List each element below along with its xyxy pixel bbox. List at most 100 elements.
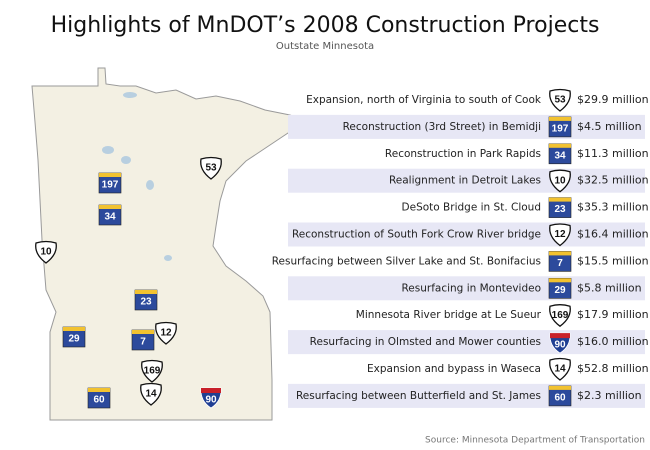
row-band <box>288 383 645 408</box>
row-band <box>288 276 645 301</box>
shield-label: 197 <box>102 180 119 191</box>
lake <box>123 92 137 98</box>
project-description: Resurfacing between Butterfield and St. … <box>296 390 541 402</box>
route-shield: 7 <box>548 251 572 272</box>
map <box>31 67 308 421</box>
project-description: DeSoto Bridge in St. Cloud <box>402 202 541 214</box>
route-shield: 197 <box>548 116 572 138</box>
row-band <box>288 330 645 355</box>
shield-body <box>155 321 177 345</box>
route-shield: 169 <box>549 304 571 328</box>
source: Source: Minnesota Department of Transpor… <box>425 436 645 446</box>
lake <box>164 255 172 261</box>
route-shield: 53 <box>549 88 571 112</box>
project-cost: $52.8 million <box>577 362 649 375</box>
project-description: Reconstruction (3rd Street) in Bemidji <box>343 121 541 133</box>
shield-body <box>35 240 57 264</box>
project-cost: $15.5 million <box>577 254 649 267</box>
project-cost: $17.9 million <box>577 308 649 321</box>
shield-label: 90 <box>554 340 566 351</box>
shield-top <box>549 143 571 148</box>
project-cost: $16.4 million <box>577 228 649 241</box>
shield-top <box>99 205 121 209</box>
route-shield: 10 <box>549 169 571 193</box>
route-shield: 60 <box>548 385 572 407</box>
route-shield: 23 <box>548 197 572 218</box>
shield-top <box>549 116 571 121</box>
project-description: Resurfacing between Silver Lake and St. … <box>272 255 541 267</box>
route-shield: 12 <box>155 321 177 345</box>
project-description: Reconstruction of South Fork Crow River … <box>292 229 541 241</box>
shield-label: 29 <box>68 334 80 345</box>
shield-body <box>140 382 162 406</box>
project-cost: $11.3 million <box>577 147 649 160</box>
shield-top <box>63 327 85 331</box>
shield-label: 169 <box>552 310 569 321</box>
row-band <box>288 168 645 193</box>
shield-body <box>549 357 571 381</box>
shield-body <box>200 156 222 180</box>
route-shield: 90 <box>200 387 222 409</box>
lake <box>102 146 114 154</box>
project-cost: $16.0 million <box>577 335 649 348</box>
shield-top <box>549 278 571 283</box>
shield-top <box>99 173 121 177</box>
shield-top <box>549 251 571 256</box>
shield-label: 90 <box>205 395 217 406</box>
route-shield: 34 <box>98 204 122 226</box>
route-shield: 14 <box>140 382 162 406</box>
route-shield: 60 <box>87 387 111 409</box>
shield-body <box>549 304 571 328</box>
shield-label: 169 <box>144 366 161 377</box>
shield-label: 12 <box>160 328 172 339</box>
shield-label: 197 <box>552 124 569 135</box>
shield-label: 12 <box>554 229 566 240</box>
route-shield: 34 <box>548 143 572 165</box>
shield-label: 14 <box>145 389 157 400</box>
project-description: Resurfacing in Olmsted and Mower countie… <box>310 336 541 348</box>
project-description: Expansion, north of Virginia to south of… <box>306 94 542 106</box>
route-shield: 7 <box>131 329 155 351</box>
shield-label: 23 <box>140 297 152 308</box>
shield-label: 14 <box>554 364 566 375</box>
project-cost: $2.3 million <box>577 389 642 402</box>
shield-label: 7 <box>140 337 146 348</box>
route-shield: 12 <box>549 223 571 247</box>
project-description: Resurfacing in Montevideo <box>401 282 541 294</box>
shield-label: 29 <box>554 285 566 296</box>
route-shield: 29 <box>548 277 572 299</box>
lake <box>121 156 131 164</box>
project-cost: $29.9 million <box>577 93 649 106</box>
shield-body <box>549 169 571 193</box>
route-shield: 29 <box>62 326 86 348</box>
row-band <box>288 222 645 247</box>
shield-label: 60 <box>93 395 105 406</box>
shield-label: 34 <box>554 150 566 161</box>
shield-top <box>132 330 154 334</box>
shield-label: 53 <box>205 163 217 174</box>
route-shield: 14 <box>549 357 571 381</box>
route-shield: 197 <box>98 172 122 194</box>
project-description: Minnesota River bridge at Le Sueur <box>356 309 542 321</box>
shield-label: 60 <box>554 393 566 404</box>
project-cost: $35.3 million <box>577 201 649 214</box>
route-shield: 90 <box>549 332 571 354</box>
project-description: Expansion and bypass in Waseca <box>367 363 541 375</box>
shield-top <box>88 388 110 392</box>
shield-label: 7 <box>557 258 563 269</box>
shield-body <box>549 88 571 112</box>
title: Highlights of MnDOT’s 2008 Construction … <box>51 13 600 38</box>
route-shield: 169 <box>141 359 163 383</box>
shield-top <box>550 333 570 339</box>
project-cost: $4.5 million <box>577 120 642 133</box>
project-cost: $5.8 million <box>577 281 642 294</box>
route-shield: 10 <box>35 240 57 264</box>
shield-top <box>135 290 157 294</box>
lake <box>146 180 154 190</box>
shield-top <box>201 388 221 393</box>
shield-label: 10 <box>554 175 566 186</box>
shield-label: 23 <box>554 204 566 215</box>
project-cost: $32.5 million <box>577 174 649 187</box>
route-shield: 53 <box>200 156 222 180</box>
